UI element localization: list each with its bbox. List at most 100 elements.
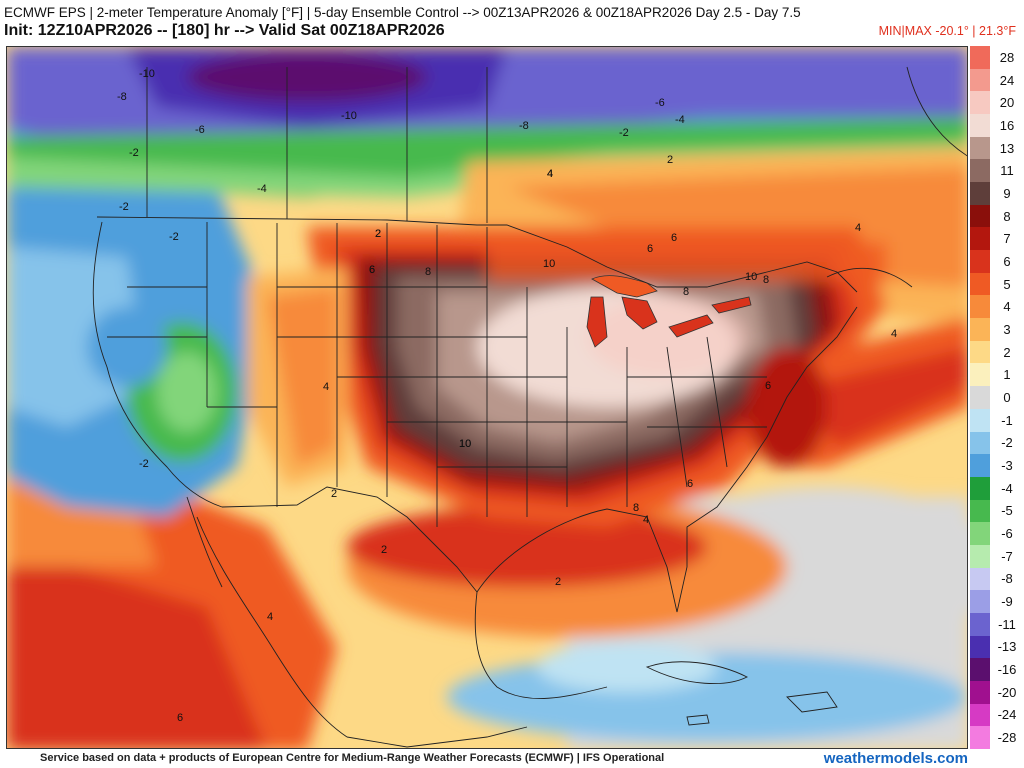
contour-label: 6 [369,264,375,276]
map-subtitle-valid-time: Init: 12Z10APR2026 -- [180] hr --> Valid… [4,22,445,39]
colorbar-label: -16 [997,662,1017,678]
contour-label: -6 [655,97,665,109]
contour-label: -10 [139,68,155,80]
contour-label: 8 [683,286,689,298]
colorbar-label: 1 [1003,367,1011,383]
contour-label: 8 [633,502,639,514]
contour-label: 2 [667,154,673,166]
colorbar-swatch [970,703,990,727]
contour-label: -2 [119,201,129,213]
colorbar-label: -1 [1001,412,1013,428]
contour-label: 6 [671,232,677,244]
colorbar-swatch [970,612,990,637]
colorbar-swatch [970,544,990,569]
colorbar-label: -13 [997,639,1017,655]
colorbar-swatch [970,658,990,682]
colorbar-label: 2 [1003,344,1011,360]
colorbar-label: -4 [1001,480,1013,496]
contour-label: -4 [675,114,685,126]
contour-label: 6 [369,264,375,276]
contour-label: 4 [547,168,553,180]
colorbar-swatch [970,204,990,228]
contour-label: -2 [129,147,139,159]
colorbar-label: -9 [1001,594,1013,610]
colorbar-label: -28 [997,730,1017,746]
colorbar-swatch [970,136,990,160]
colorbar-swatch [970,522,990,546]
temperature-anomaly-map: -10 -8 -6 -2 -4 -10 -8 -6 -2 -2 -2 -2 -4… [6,46,968,749]
contour-label: -8 [519,120,529,132]
colorbar-label: -24 [997,707,1017,723]
colorbar-label: 4 [1003,299,1011,315]
contour-label: 4 [267,611,273,623]
colorbar-swatch [970,499,990,523]
contour-label: 4 [855,222,861,234]
colorbar-label: -2 [1001,435,1013,451]
colorbar-label: -20 [997,684,1017,700]
header: ECMWF EPS | 2-meter Temperature Anomaly … [0,0,1024,46]
colorbar-swatch [970,454,990,478]
contour-label: 2 [331,488,337,500]
colorbar-swatch [970,227,990,251]
brand-link[interactable]: weathermodels.com [823,750,968,767]
colorbar-legend: 28 24 20 16 13 11 9 8 7 6 5 4 3 2 1 0 -1 -2 -3 -4 -5 -6 -7 -8 -9… [970,46,1024,750]
colorbar-swatch [970,318,990,342]
great-lakes [586,275,752,348]
contour-label: 10 [459,438,471,450]
colorbar-label: 28 [999,49,1015,65]
contour-label: 8 [763,274,769,286]
contour-label: 4 [643,514,649,526]
contour-label: 4 [891,328,897,340]
colorbar-label: 6 [1003,253,1011,269]
colorbar-swatch [970,590,990,614]
contour-label: 4 [323,381,329,393]
contour-label: 6 [177,712,183,724]
colorbar-swatch [970,476,990,501]
contour-label: 2 [375,228,381,240]
data-attribution: Service based on data + products of Euro… [40,752,665,764]
colorbar-swatch [970,159,990,183]
contour-label: -6 [195,124,205,136]
colorbar-label: 16 [999,117,1015,133]
colorbar-label: 7 [1003,231,1011,247]
colorbar-swatch [970,363,990,387]
contour-label: -10 [341,110,357,122]
footer: Service based on data + products of Euro… [0,749,1024,768]
colorbar-swatch [970,726,990,750]
map-canvas: -10 -8 -6 -2 -4 -10 -8 -6 -2 -2 -2 -2 -4… [7,47,967,748]
colorbar-label: -8 [1001,571,1013,587]
colorbar-swatch [970,272,990,296]
min-max-readout: MIN|MAX -20.1° | 21.3°F [878,24,1016,38]
colorbar-label: -5 [1001,503,1013,519]
colorbar-label: 3 [1003,321,1011,337]
contour-label: -8 [117,91,127,103]
colorbar-swatch [970,567,990,591]
colorbar-swatch [970,340,990,364]
contour-label: 2 [555,576,561,588]
colorbar-swatch [970,635,990,659]
contour-label: -4 [257,183,267,195]
colorbar-label: 0 [1003,390,1011,405]
contour-label: 10 [459,438,471,450]
colorbar-label: 20 [999,95,1015,111]
contour-label: 2 [381,544,387,556]
contour-label: 6 [765,380,771,392]
colorbar-label: -11 [998,616,1016,632]
contour-label: 10 [543,258,555,270]
colorbar-label: 11 [1000,163,1014,179]
contour-label: -2 [169,231,179,243]
colorbar-label: 9 [1003,185,1011,201]
colorbar-swatch [970,680,990,705]
contour-label: 10 [745,271,757,283]
colorbar-swatch [970,68,990,92]
colorbar-swatch [970,46,990,70]
contour-label: 8 [425,266,431,278]
colorbar-label: -7 [1001,548,1013,564]
colorbar-label: 8 [1003,208,1011,224]
colorbar-label: -6 [1001,526,1013,542]
colorbar-label: 5 [1003,276,1011,292]
colorbar-swatch [970,114,990,138]
colorbar-label: -3 [1001,458,1013,474]
contour-labels: -10 -8 -6 -2 -4 -10 -8 -6 -2 -2 -2 -2 -4… [117,68,897,724]
colorbar-swatch [970,386,990,410]
